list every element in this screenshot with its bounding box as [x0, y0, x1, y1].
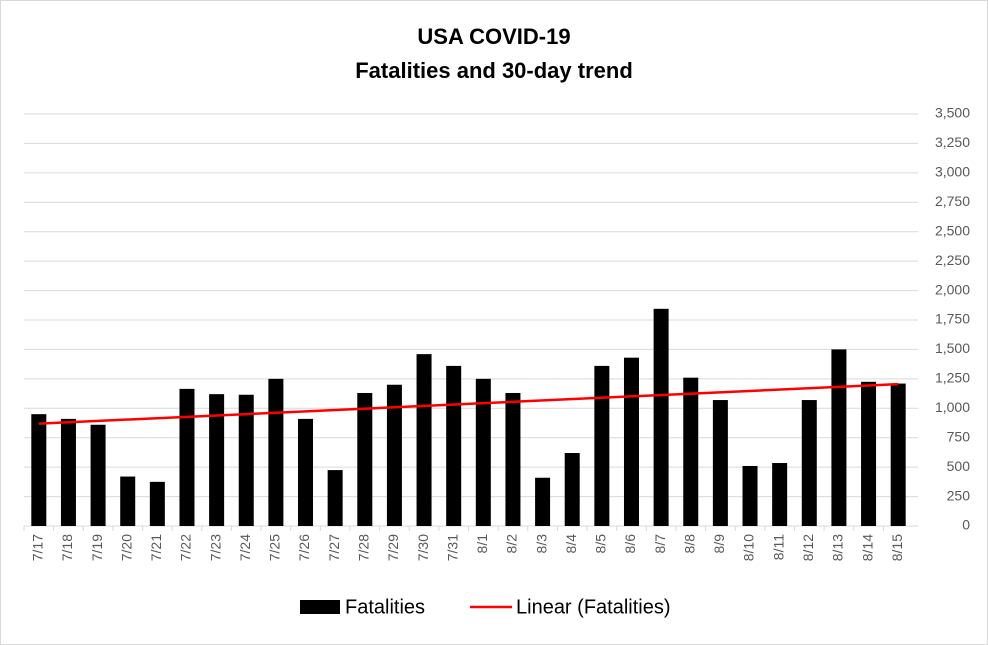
x-tick-label: 8/6: [622, 534, 638, 554]
y-tick-label: 3,000: [935, 164, 970, 180]
x-tick-label: 7/24: [237, 534, 253, 561]
bar: [712, 400, 728, 526]
y-tick-label: 2,250: [935, 252, 970, 268]
bar: [209, 394, 225, 526]
x-tick-label: 7/17: [30, 534, 46, 561]
y-tick-label: 500: [947, 458, 971, 474]
bar: [861, 381, 877, 526]
x-tick-label: 8/15: [889, 534, 905, 561]
y-tick-label: 1,750: [935, 311, 970, 327]
x-tick-label: 7/18: [59, 534, 75, 561]
x-tick-label: 7/29: [385, 534, 401, 561]
bar: [772, 463, 788, 526]
bar: [60, 418, 76, 526]
y-tick-label: 2,750: [935, 193, 970, 209]
x-tick-label: 8/12: [800, 534, 816, 561]
bar: [327, 470, 343, 526]
y-tick-label: 3,500: [935, 105, 970, 121]
x-tick-label: 8/9: [711, 534, 727, 554]
bar: [90, 424, 106, 526]
bar: [683, 377, 699, 526]
x-tick-label: 8/3: [533, 534, 549, 554]
y-tick-label: 1,250: [935, 370, 970, 386]
y-tick-label: 750: [947, 428, 971, 444]
x-tick-label: 7/20: [118, 534, 134, 561]
bar: [386, 384, 402, 526]
y-tick-label: 1,000: [935, 399, 970, 415]
bar: [357, 392, 373, 526]
x-tick-label: 8/8: [681, 534, 697, 554]
x-tick-label: 8/1: [474, 534, 490, 554]
x-tick-label: 8/11: [770, 534, 786, 560]
x-tick-label: 8/4: [563, 534, 579, 554]
x-tick-label: 8/7: [652, 534, 668, 554]
x-tick-label: 8/14: [859, 534, 875, 561]
x-tick-label: 8/2: [504, 534, 520, 554]
bar: [31, 414, 47, 526]
y-tick-label: 2,500: [935, 222, 970, 238]
bar: [623, 357, 639, 526]
x-tick-label: 7/31: [444, 534, 460, 561]
bar: [238, 394, 254, 526]
y-tick-label: 250: [947, 487, 971, 503]
x-tick-label: 7/26: [296, 534, 312, 561]
bar: [446, 365, 462, 526]
bar: [298, 418, 314, 526]
x-tick-label: 7/28: [355, 534, 371, 561]
x-tick-label: 7/19: [89, 534, 105, 561]
bar: [535, 477, 551, 526]
y-tick-label: 3,250: [935, 134, 970, 150]
chart-subtitle: Fatalities and 30-day trend: [355, 58, 633, 83]
bar: [564, 453, 580, 526]
bar: [594, 365, 610, 526]
x-tick-label: 8/5: [593, 534, 609, 554]
x-tick-label: 7/30: [415, 534, 431, 561]
bar: [179, 388, 195, 526]
x-tick-label: 7/25: [267, 534, 283, 561]
bar: [801, 400, 817, 526]
x-tick-label: 7/22: [178, 534, 194, 561]
legend-swatch: [300, 600, 340, 614]
x-tick-label: 7/21: [148, 534, 164, 561]
bar: [149, 481, 165, 526]
bar: [120, 476, 136, 526]
x-tick-label: 7/23: [207, 534, 223, 561]
y-tick-label: 0: [962, 517, 970, 533]
bar: [742, 465, 758, 526]
bar: [268, 378, 284, 526]
bar: [890, 383, 906, 526]
trend-line: [38, 382, 899, 425]
y-tick-label: 2,000: [935, 281, 970, 297]
bar: [475, 378, 491, 526]
x-tick-label: 7/27: [326, 534, 342, 561]
bar: [505, 392, 521, 526]
x-tick-label: 8/13: [830, 534, 846, 561]
chart-title: USA COVID-19: [417, 24, 570, 49]
x-tick-label: 8/10: [741, 534, 757, 561]
legend-label: Fatalities: [345, 596, 425, 618]
legend-label: Linear (Fatalities): [516, 596, 671, 618]
bar: [653, 308, 669, 526]
y-tick-label: 1,500: [935, 340, 970, 356]
bar: [831, 349, 847, 526]
bar: [416, 354, 432, 526]
